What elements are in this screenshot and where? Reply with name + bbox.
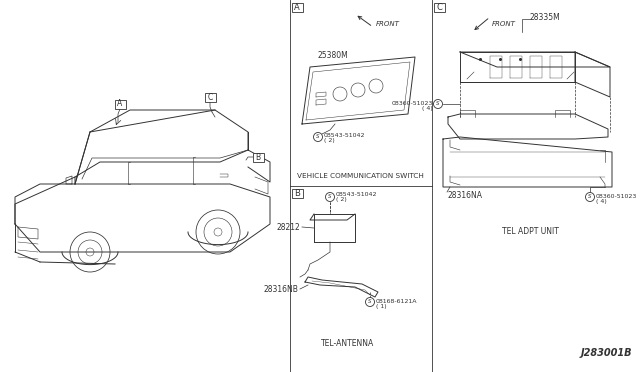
Text: 08543-51042
( 2): 08543-51042 ( 2): [336, 192, 378, 202]
Text: 08543-51042
( 2): 08543-51042 ( 2): [324, 132, 365, 143]
Bar: [433, 3, 445, 12]
Text: 25380M: 25380M: [317, 51, 348, 60]
Text: C: C: [436, 3, 442, 12]
Text: TEL-ANTENNA: TEL-ANTENNA: [321, 340, 374, 349]
Text: B: B: [255, 153, 260, 161]
Text: S: S: [436, 101, 440, 106]
Text: TEL ADPT UNIT: TEL ADPT UNIT: [502, 228, 559, 237]
Bar: [115, 99, 125, 109]
Bar: [291, 189, 303, 198]
Text: 08360-51023
( 4): 08360-51023 ( 4): [392, 100, 433, 111]
Circle shape: [586, 192, 595, 202]
Circle shape: [365, 298, 374, 307]
Text: S: S: [588, 194, 592, 199]
Text: VEHICLE COMMUNICATION SWITCH: VEHICLE COMMUNICATION SWITCH: [296, 173, 424, 179]
Bar: [291, 3, 303, 12]
Text: S: S: [316, 134, 320, 139]
Text: J283001B: J283001B: [580, 348, 632, 358]
Bar: [253, 153, 264, 161]
Text: 28212: 28212: [276, 222, 300, 231]
Text: A: A: [294, 3, 300, 12]
Bar: [205, 93, 216, 102]
Text: 08168-6121A
( 1): 08168-6121A ( 1): [376, 299, 417, 310]
Circle shape: [314, 132, 323, 141]
Text: S: S: [328, 194, 332, 199]
Text: 08360-51023
( 4): 08360-51023 ( 4): [596, 193, 637, 204]
Text: 28316NB: 28316NB: [263, 285, 298, 294]
Text: B: B: [294, 189, 300, 198]
Text: 28335M: 28335M: [530, 13, 561, 22]
Text: 28316NA: 28316NA: [447, 190, 482, 199]
Text: S: S: [368, 299, 372, 304]
Circle shape: [433, 99, 442, 109]
Circle shape: [326, 192, 335, 202]
Text: C: C: [207, 93, 212, 102]
Text: A: A: [117, 99, 123, 109]
Text: FRONT: FRONT: [376, 21, 400, 27]
Text: FRONT: FRONT: [492, 21, 516, 27]
